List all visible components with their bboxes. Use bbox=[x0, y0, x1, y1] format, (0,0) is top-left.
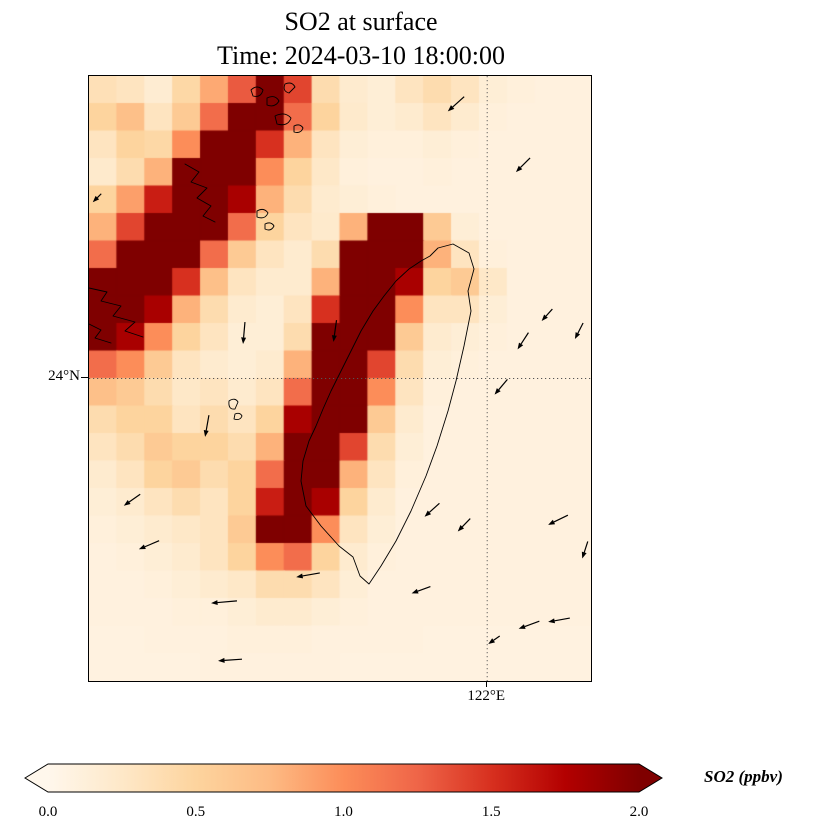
colorbar-tick-label: 0.5 bbox=[186, 804, 205, 820]
colorbar-tick-layer: 0.0 0.5 1.0 1.5 2.0 bbox=[39, 804, 649, 820]
colorbar-label: SO2 (ppbv) bbox=[704, 767, 783, 786]
colorbar-tick-label: 0.0 bbox=[39, 804, 58, 820]
colorbar-tick-label: 2.0 bbox=[630, 804, 649, 820]
colorbar-tick-label: 1.0 bbox=[334, 804, 353, 820]
lat-tick-label: 24°N bbox=[48, 367, 80, 384]
figure-title-block: SO2 at surface Time: 2024-03-10 18:00:00 bbox=[0, 5, 722, 73]
colorbar-bar bbox=[24, 763, 663, 793]
colorbar-svg: 0.0 0.5 1.0 1.5 2.0 bbox=[24, 763, 663, 820]
lon-tick-mark bbox=[485, 681, 487, 687]
plot-subtitle: Time: 2024-03-10 18:00:00 bbox=[217, 41, 505, 70]
heatmap-canvas bbox=[89, 76, 591, 681]
map-plot bbox=[88, 75, 592, 682]
plot-title: SO2 at surface bbox=[284, 7, 438, 36]
colorbar-tick-label: 1.5 bbox=[482, 804, 501, 820]
lat-tick-mark bbox=[81, 377, 88, 378]
lon-tick-label: 122°E bbox=[467, 688, 505, 704]
